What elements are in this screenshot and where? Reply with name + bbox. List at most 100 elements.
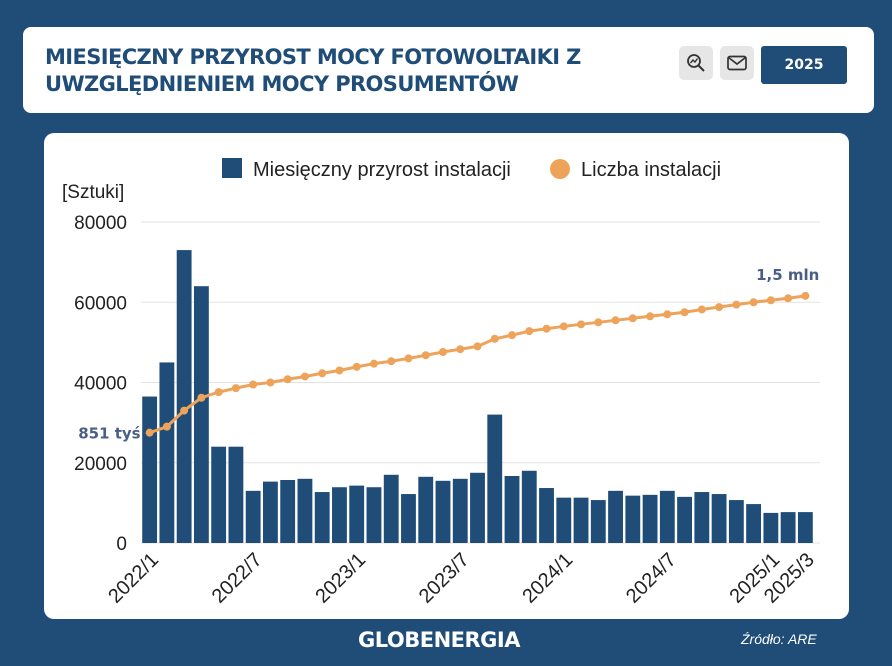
- line-point: [801, 291, 810, 300]
- series-line: [149, 294, 806, 435]
- legend-bar-swatch: [222, 158, 242, 178]
- bar: [263, 481, 278, 543]
- line-point: [715, 303, 724, 312]
- line-point: [749, 298, 758, 307]
- bar: [608, 490, 623, 543]
- line-point: [438, 348, 447, 357]
- bar: [487, 414, 503, 543]
- bar: [625, 495, 641, 543]
- line-point: [559, 322, 568, 331]
- bar: [280, 480, 296, 543]
- bar: [677, 496, 692, 543]
- bar: [797, 512, 813, 543]
- search-chart-button[interactable]: [679, 46, 713, 80]
- y-tick-label: 0: [116, 534, 127, 555]
- line-point: [456, 345, 465, 354]
- line-point: [404, 354, 413, 363]
- x-tick-label: 2023/1: [311, 549, 370, 608]
- bar: [763, 512, 779, 543]
- annotation-end: 1,5 mln: [756, 266, 819, 284]
- y-tick-label: 80000: [74, 213, 127, 234]
- bar: [176, 250, 192, 543]
- bar: [590, 500, 606, 543]
- bar: [366, 487, 382, 543]
- line-point: [525, 327, 534, 336]
- bar: [245, 490, 261, 543]
- line-point: [542, 324, 551, 333]
- bar: [314, 492, 330, 543]
- bar: [159, 362, 175, 543]
- bar: [349, 485, 365, 543]
- bar: [642, 494, 658, 543]
- chart-svg: Miesięczny przyrost instalacji Liczba in…: [62, 158, 820, 608]
- bar: [521, 470, 537, 543]
- y-tick-label: 40000: [74, 374, 127, 395]
- line-point: [335, 366, 344, 375]
- bar: [659, 490, 675, 543]
- bar: [694, 492, 710, 543]
- bar: [780, 512, 796, 543]
- line-point: [697, 305, 706, 314]
- line-point: [611, 316, 620, 325]
- line-point: [732, 300, 741, 309]
- line-point: [766, 296, 775, 305]
- line-point: [594, 318, 603, 327]
- bar: [452, 478, 468, 543]
- bar: [435, 480, 451, 543]
- line-point: [369, 359, 378, 368]
- line-point: [352, 362, 361, 371]
- bar: [193, 286, 209, 543]
- y-tick-label: 20000: [74, 454, 127, 475]
- x-tick-label: 2024/7: [622, 549, 681, 608]
- bar: [539, 488, 554, 543]
- magnifier-chart-icon: [687, 54, 705, 72]
- line-point: [473, 342, 482, 351]
- line-point: [680, 308, 689, 317]
- line-point: [249, 380, 258, 389]
- bar: [297, 478, 313, 543]
- bar: [573, 497, 589, 543]
- line-point: [180, 406, 189, 415]
- line-point: [784, 294, 793, 303]
- line-point: [663, 310, 672, 319]
- bar: [142, 396, 158, 543]
- brand-logo: GLOBENERGIA: [358, 628, 520, 652]
- bar: [332, 487, 347, 543]
- bar: [711, 494, 727, 543]
- line-point: [231, 384, 240, 393]
- annotation-start: 851 tyś: [78, 425, 140, 443]
- bar: [401, 494, 416, 543]
- bar: [728, 500, 744, 543]
- line-point: [318, 369, 327, 378]
- y-tick-label: 60000: [74, 293, 127, 314]
- y-axis-label: [Sztuki]: [62, 182, 124, 203]
- source-note: Źródło: ARE: [741, 631, 817, 647]
- bar: [556, 497, 572, 543]
- line-point: [646, 312, 655, 321]
- line-point: [283, 375, 292, 384]
- bar: [504, 475, 520, 543]
- header-card: MIESIĘCZNY PRZYROST MOCY FOTOWOLTAIKI Z …: [23, 27, 874, 113]
- line-point: [490, 334, 499, 343]
- email-button[interactable]: [720, 46, 754, 80]
- x-tick-label: 2022/7: [208, 549, 267, 608]
- line-point: [197, 393, 206, 402]
- bar: [383, 474, 399, 543]
- legend-line-swatch: [550, 159, 570, 179]
- line-point: [266, 378, 275, 387]
- x-tick-label: 2024/1: [518, 549, 577, 608]
- bar: [746, 504, 762, 543]
- line-point: [300, 372, 309, 381]
- line-point: [421, 351, 430, 360]
- line-point: [214, 388, 223, 397]
- line-point: [145, 428, 154, 437]
- chart-card: Miesięczny przyrost instalacji Liczba in…: [44, 133, 849, 619]
- legend-line-label: Liczba instalacji: [581, 159, 721, 181]
- line-point: [387, 357, 396, 366]
- bar: [470, 472, 485, 543]
- legend-bar-label: Miesięczny przyrost instalacji: [253, 159, 511, 181]
- envelope-icon: [727, 55, 747, 71]
- line-point: [508, 331, 517, 340]
- chart-title: MIESIĘCZNY PRZYROST MOCY FOTOWOLTAIKI Z …: [45, 45, 581, 96]
- year-button[interactable]: 2025: [761, 46, 847, 84]
